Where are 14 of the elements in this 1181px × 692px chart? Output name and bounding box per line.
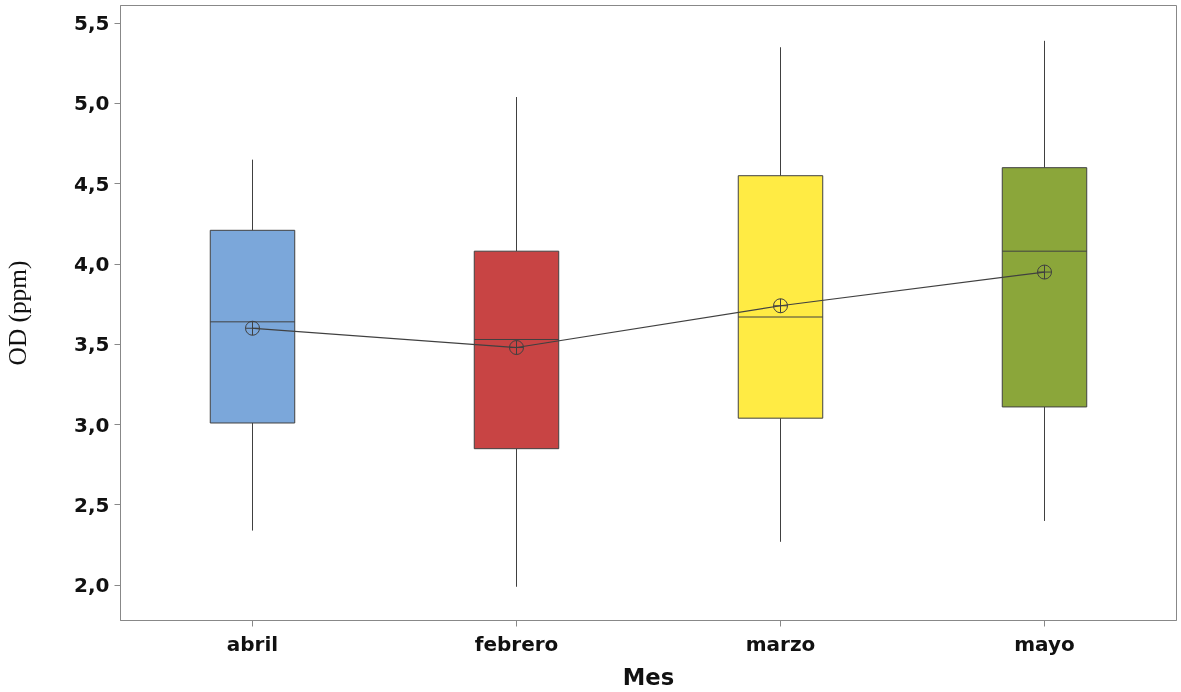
y-axis-title: OD (ppm)	[3, 260, 33, 366]
y-tick-label: 4,5	[74, 171, 110, 196]
y-tick-label: 3,5	[74, 332, 110, 357]
x-tick-label: abril	[226, 631, 279, 656]
y-tick-label: 3,0	[74, 412, 110, 437]
x-tick-label: mayo	[1014, 631, 1075, 656]
y-tick-label: 2,5	[74, 492, 110, 517]
x-tick-label: febrero	[474, 631, 559, 656]
y-tick-label: 4,0	[74, 252, 110, 277]
x-axis-title: Mes	[622, 663, 675, 690]
y-tick-label: 2,0	[74, 573, 110, 598]
y-tick-label: 5,5	[74, 11, 110, 36]
y-tick-label: 5,0	[74, 91, 110, 116]
x-tick-label: marzo	[745, 631, 816, 656]
